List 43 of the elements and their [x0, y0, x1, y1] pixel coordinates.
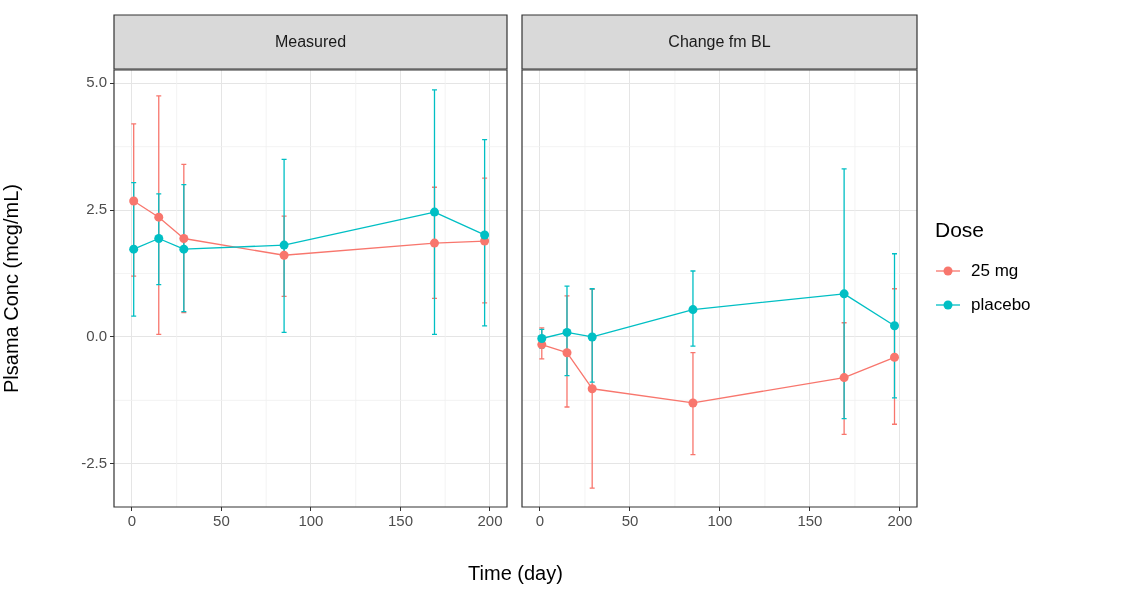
legend-label: placebo [971, 295, 1031, 315]
point [688, 305, 698, 315]
y-tick-label: 0.0 [86, 327, 107, 345]
point [129, 196, 139, 206]
x-tick-label: 200 [887, 512, 913, 530]
point [480, 230, 490, 240]
point [179, 244, 189, 254]
x-tick-label: 50 [213, 512, 230, 530]
point [688, 398, 698, 408]
point [839, 289, 849, 299]
y-tick-label: -2.5 [81, 454, 107, 471]
legend-title: Dose [935, 218, 986, 242]
chart-title: Change fm BL [668, 33, 771, 51]
point [537, 333, 547, 343]
point [890, 352, 900, 362]
point [890, 321, 900, 331]
x-tick-label: 200 [477, 512, 503, 530]
point [154, 234, 164, 244]
x-axis-title: Time (day) [467, 562, 564, 585]
point [562, 348, 572, 358]
point [129, 244, 139, 254]
point [839, 373, 849, 383]
y-tick-label: 5.0 [86, 73, 107, 91]
point [429, 207, 439, 217]
y-axis-title: Plsama Conc (mcg/mL) [0, 184, 22, 393]
y-tick-label: 2.5 [86, 200, 107, 218]
point [587, 384, 597, 394]
x-tick-label: 150 [797, 512, 823, 530]
point [562, 327, 572, 337]
x-tick-label: 0 [535, 512, 545, 530]
x-tick-label: 50 [621, 512, 639, 530]
point [279, 250, 289, 260]
point [429, 238, 439, 248]
chart-title: Measured [274, 33, 347, 51]
x-tick-label: 150 [387, 512, 413, 530]
point [279, 240, 289, 250]
point [154, 212, 164, 222]
x-tick-label: 100 [707, 512, 733, 530]
legend-label: 25 mg [971, 261, 1019, 281]
x-tick-label: 0 [127, 512, 137, 530]
x-tick-label: 100 [298, 512, 324, 530]
point [179, 234, 189, 244]
point [587, 332, 597, 342]
